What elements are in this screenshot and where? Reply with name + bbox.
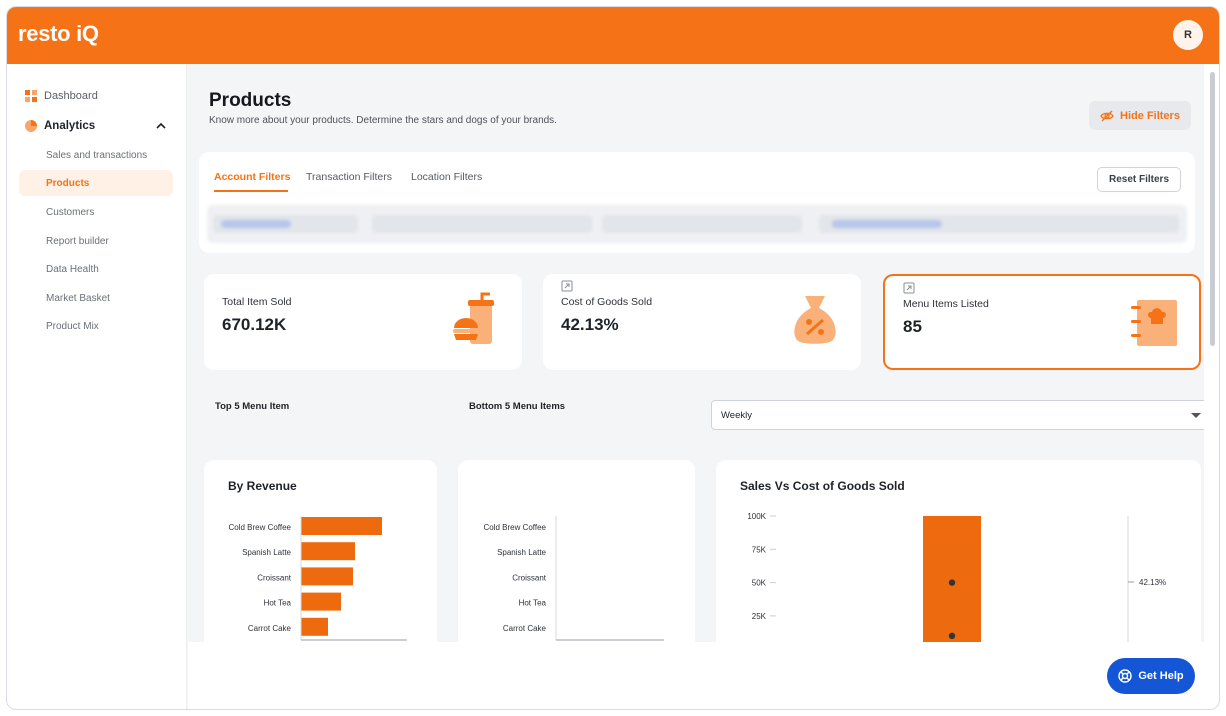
- revenue-bar: [301, 542, 355, 561]
- category-label: Hot Tea: [264, 599, 292, 608]
- sidebar-item-label: Customers: [46, 206, 95, 218]
- page-subtitle: Know more about your products. Determine…: [209, 115, 557, 126]
- category-label: Cold Brew Coffee: [483, 523, 546, 532]
- brand-logo[interactable]: resto iQ: [18, 21, 99, 46]
- top-menu-item-label: Top 5 Menu Item: [215, 401, 290, 412]
- sidebar-item-customers[interactable]: Customers: [19, 199, 173, 225]
- cogs-point: [948, 579, 956, 586]
- caret-down-icon: [1191, 413, 1201, 418]
- main-content: Products Know more about your products. …: [188, 64, 1204, 709]
- hide-filters-label: Hide Filters: [1120, 109, 1180, 122]
- menu-book-icon: [1131, 300, 1177, 346]
- category-label: Cold Brew Coffee: [228, 523, 291, 532]
- eye-off-icon: [1100, 110, 1114, 121]
- category-label: Spanish Latte: [242, 548, 291, 557]
- stat-card-cost-of-goods-sold[interactable]: Cost of Goods Sold 42.13%: [543, 274, 861, 370]
- y-tick-label: 25K: [752, 612, 767, 621]
- stat-value: 670.12K: [222, 315, 287, 334]
- tab-location-filters[interactable]: Location Filters: [411, 171, 483, 183]
- top-bar: resto iQ R: [7, 7, 1219, 64]
- stat-value: 42.13%: [561, 315, 619, 334]
- category-label: Croissant: [257, 573, 292, 582]
- revenue-bar: [301, 517, 382, 535]
- user-avatar[interactable]: R: [1173, 20, 1203, 50]
- tab-transaction-filters[interactable]: Transaction Filters: [306, 171, 392, 183]
- sidebar-item-label: Data Health: [46, 263, 99, 275]
- sidebar-item-data-health[interactable]: Data Health: [19, 256, 173, 282]
- filter-field[interactable]: [602, 215, 802, 233]
- category-label: Spanish Latte: [497, 548, 546, 557]
- y-tick-label: 100K: [747, 512, 766, 521]
- filter-tag: [832, 220, 942, 228]
- expand-icon[interactable]: [561, 280, 573, 292]
- revenue-bar: [301, 567, 353, 586]
- expand-icon[interactable]: [903, 282, 915, 294]
- reset-filters-button[interactable]: Reset Filters: [1097, 167, 1181, 192]
- filter-field[interactable]: [819, 215, 1179, 233]
- stat-value: 85: [903, 317, 922, 336]
- pie-chart-icon: [25, 120, 37, 132]
- filters-panel: Account Filters Transaction Filters Loca…: [199, 152, 1195, 253]
- category-label: Hot Tea: [519, 599, 547, 608]
- sidebar-item-analytics[interactable]: Analytics: [19, 113, 173, 139]
- sidebar-item-label: Product Mix: [46, 320, 99, 332]
- sidebar-item-product-mix[interactable]: Product Mix: [19, 313, 173, 339]
- sidebar-item-label: Sales and transactions: [46, 149, 148, 161]
- loading-overlay: [188, 642, 1204, 709]
- y-tick-label: 50K: [752, 579, 767, 588]
- secondary-axis-label: 42.13%: [1139, 578, 1166, 587]
- sidebar: Dashboard Analytics Sales and transactio…: [7, 64, 187, 709]
- stat-label: Menu Items Listed: [903, 298, 989, 310]
- revenue-bar: [301, 617, 328, 636]
- sidebar-item-dashboard[interactable]: Dashboard: [19, 83, 173, 109]
- category-label: Carrot Cake: [503, 624, 547, 633]
- stat-label: Total Item Sold: [222, 296, 292, 308]
- sidebar-item-label: Products: [46, 177, 90, 189]
- stat-card-menu-items-listed[interactable]: Menu Items Listed 85: [883, 274, 1201, 370]
- cogs-point: [948, 632, 956, 640]
- sidebar-item-report-builder[interactable]: Report builder: [19, 228, 173, 254]
- scrollbar-thumb[interactable]: [1210, 72, 1215, 346]
- get-help-label: Get Help: [1138, 670, 1184, 682]
- sidebar-item-label: Market Basket: [46, 292, 110, 304]
- filter-tag: [221, 220, 291, 228]
- filter-field[interactable]: [372, 215, 592, 233]
- hide-filters-button[interactable]: Hide Filters: [1089, 101, 1191, 130]
- sidebar-item-label: Report builder: [46, 235, 109, 247]
- period-select-value: Weekly: [721, 409, 752, 421]
- help-lifebuoy-icon: [1118, 669, 1133, 683]
- app-window: resto iQ R Dashboard Analytics Sales and…: [6, 6, 1220, 710]
- chart-title: By Revenue: [228, 479, 297, 493]
- vertical-scrollbar[interactable]: [1204, 64, 1219, 709]
- filter-fields-blurred: [207, 205, 1187, 243]
- category-label: Croissant: [512, 573, 547, 582]
- stat-label: Cost of Goods Sold: [561, 296, 653, 308]
- y-tick-label: 75K: [752, 545, 767, 554]
- category-label: Carrot Cake: [248, 624, 292, 633]
- sidebar-item-label: Analytics: [44, 120, 96, 132]
- sidebar-item-market-basket[interactable]: Market Basket: [19, 285, 173, 311]
- chart-title: Sales Vs Cost of Goods Sold: [740, 479, 905, 493]
- chevron-up-icon[interactable]: [155, 120, 167, 132]
- stat-card-total-item-sold[interactable]: Total Item Sold 670.12K: [204, 274, 522, 370]
- bottom-items-bar-chart: Cold Brew Coffee Spanish Latte Croissant Ho…: [483, 516, 664, 641]
- sidebar-item-label: Dashboard: [44, 90, 98, 102]
- burger-drink-icon: [453, 292, 494, 344]
- dashboard-icon: [25, 90, 37, 102]
- bottom-menu-items-label: Bottom 5 Menu Items: [469, 401, 566, 412]
- active-tab-indicator: [214, 190, 288, 192]
- revenue-bar: [301, 592, 341, 611]
- money-bag-icon: [794, 296, 836, 344]
- tab-account-filters[interactable]: Account Filters: [214, 171, 291, 183]
- sidebar-item-products[interactable]: Products: [19, 170, 173, 196]
- sidebar-item-sales-and-transactions[interactable]: Sales and transactions: [19, 142, 173, 168]
- revenue-bar-chart: Cold Brew Coffee Spanish Latte Croissant Ho…: [228, 516, 407, 641]
- page-title: Products: [209, 90, 292, 111]
- period-select[interactable]: Weekly: [711, 400, 1204, 430]
- get-help-button[interactable]: Get Help: [1107, 658, 1195, 694]
